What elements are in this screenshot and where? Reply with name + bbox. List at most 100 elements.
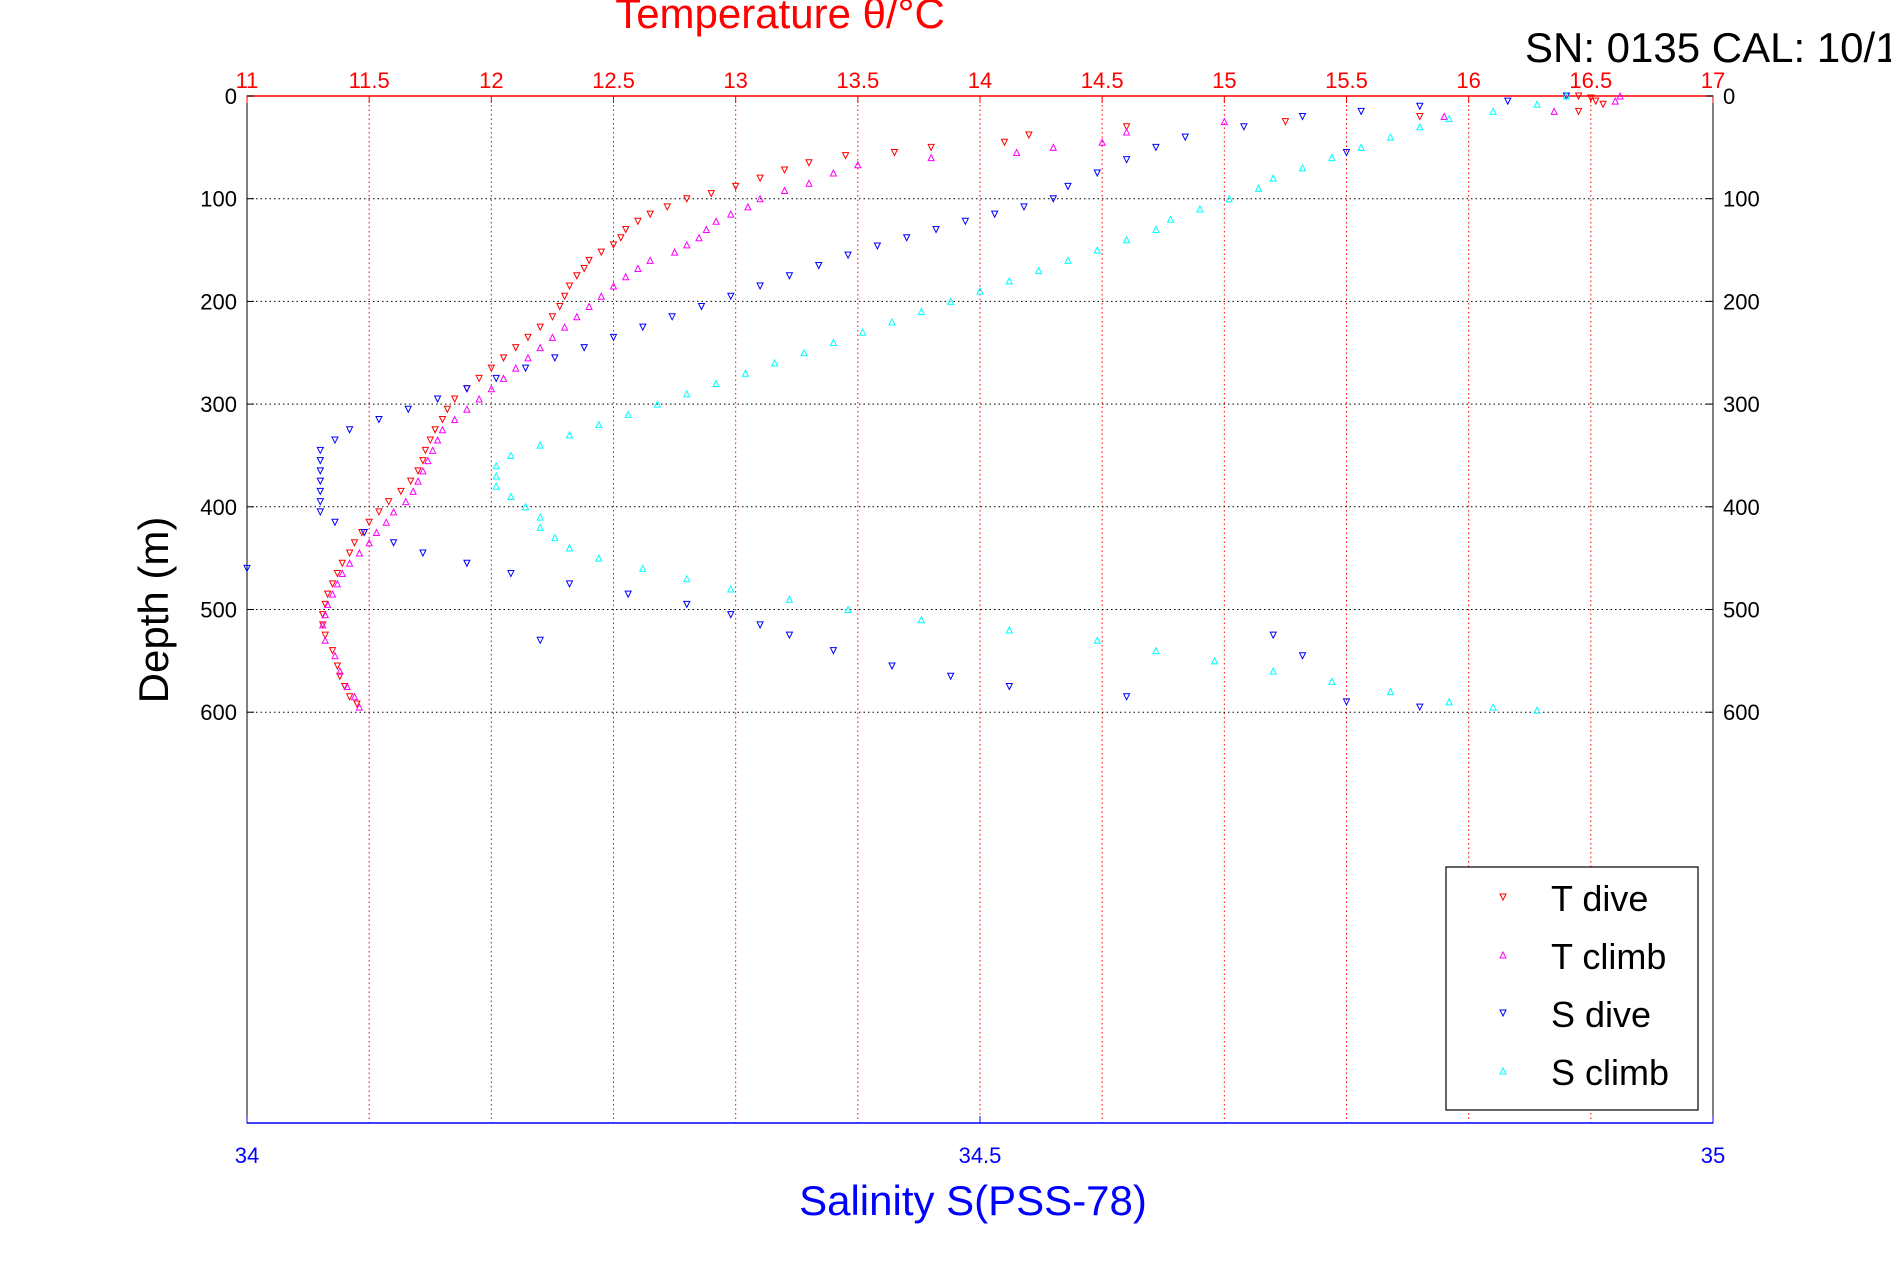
grid bbox=[247, 96, 1713, 1123]
data-point bbox=[785, 595, 794, 603]
data-point bbox=[536, 343, 545, 352]
data-point bbox=[536, 441, 545, 449]
data-point bbox=[805, 159, 813, 167]
data-point bbox=[438, 425, 447, 434]
data-point bbox=[785, 631, 794, 640]
axis-ticks: 11 11.5 12 12.5 13 13.5 14 14.5 15 15.5 16 16.5 170 0… bbox=[200, 68, 1759, 1168]
series-s-dive bbox=[243, 92, 1571, 712]
data-point bbox=[1254, 184, 1263, 192]
y-axis-label: Depth (m) bbox=[130, 517, 177, 704]
data-point bbox=[1196, 204, 1204, 213]
data-point bbox=[345, 549, 354, 558]
data-point bbox=[1269, 174, 1278, 182]
data-point bbox=[634, 264, 642, 273]
data-point bbox=[639, 323, 647, 332]
data-point bbox=[663, 203, 672, 212]
data-point bbox=[1025, 131, 1033, 140]
legend-marker bbox=[1499, 893, 1507, 902]
data-point bbox=[1005, 625, 1014, 634]
data-point bbox=[565, 430, 574, 439]
data-point bbox=[585, 302, 593, 311]
data-point bbox=[1122, 156, 1131, 164]
data-point bbox=[595, 554, 603, 562]
data-point bbox=[1386, 687, 1395, 696]
data-point bbox=[316, 457, 325, 465]
data-point bbox=[328, 589, 337, 598]
data-point bbox=[634, 217, 642, 226]
data-point bbox=[927, 153, 935, 162]
data-point bbox=[1269, 667, 1278, 675]
top-axis-tick-label: 16 bbox=[1456, 68, 1480, 93]
data-point bbox=[431, 426, 439, 434]
data-point bbox=[1574, 92, 1583, 101]
data-point bbox=[331, 436, 339, 445]
data-point bbox=[499, 354, 508, 363]
data-point bbox=[1122, 123, 1131, 131]
data-point bbox=[492, 482, 501, 490]
data-point bbox=[1098, 138, 1106, 146]
data-point bbox=[858, 328, 867, 336]
data-point bbox=[702, 225, 711, 234]
top-axis-tick-label: 11 bbox=[236, 68, 259, 93]
data-point bbox=[707, 190, 716, 198]
data-point bbox=[492, 374, 501, 383]
top-axis-tick-label: 11.5 bbox=[349, 68, 390, 93]
data-point bbox=[433, 395, 442, 404]
data-point bbox=[888, 662, 896, 671]
data-point bbox=[1357, 143, 1365, 151]
top-axis-tick-label: 14.5 bbox=[1081, 68, 1124, 93]
data-point bbox=[433, 435, 442, 444]
data-point bbox=[1611, 97, 1620, 105]
data-point bbox=[555, 303, 564, 311]
bottom-axis-tick-label: 35 bbox=[1701, 1143, 1725, 1168]
data-point bbox=[1298, 652, 1307, 660]
data-point bbox=[336, 667, 344, 675]
data-point bbox=[1415, 102, 1424, 111]
top-axis-tick-label: 16.5 bbox=[1569, 68, 1612, 93]
data-point bbox=[1550, 107, 1558, 115]
data-point bbox=[423, 456, 432, 465]
data-point bbox=[741, 369, 750, 377]
data-point bbox=[573, 312, 581, 321]
data-point bbox=[639, 564, 647, 572]
data-point bbox=[682, 600, 691, 609]
data-point bbox=[548, 333, 557, 341]
data-point bbox=[507, 570, 515, 578]
data-point bbox=[1298, 163, 1307, 172]
data-point bbox=[438, 416, 447, 424]
legend-marker bbox=[1499, 1009, 1507, 1018]
data-point bbox=[536, 323, 545, 332]
data-point bbox=[726, 209, 735, 218]
data-point bbox=[419, 549, 427, 558]
data-point bbox=[1269, 631, 1278, 640]
data-point bbox=[1328, 677, 1336, 685]
data-point bbox=[409, 487, 417, 495]
data-point bbox=[1599, 100, 1607, 109]
data-point bbox=[829, 647, 838, 655]
data-point bbox=[617, 234, 625, 242]
data-point bbox=[414, 467, 422, 475]
top-axis-tick-label: 13 bbox=[723, 68, 747, 93]
data-point bbox=[384, 498, 393, 506]
data-point bbox=[1298, 113, 1307, 121]
data-point bbox=[328, 647, 337, 655]
data-point bbox=[1562, 91, 1571, 100]
data-point bbox=[668, 313, 676, 321]
data-point bbox=[355, 548, 364, 557]
data-point bbox=[682, 574, 691, 583]
data-point bbox=[450, 415, 459, 424]
data-point bbox=[609, 333, 618, 342]
y-axis-tick-label-right: 100 bbox=[1723, 187, 1760, 212]
data-point bbox=[1049, 143, 1058, 151]
data-point bbox=[507, 492, 515, 501]
data-point bbox=[333, 662, 342, 671]
data-point bbox=[585, 256, 593, 265]
data-point bbox=[1445, 697, 1453, 706]
data-point bbox=[917, 615, 926, 624]
legend-label: S dive bbox=[1551, 994, 1651, 1035]
data-point bbox=[1093, 169, 1102, 178]
data-point bbox=[565, 580, 574, 588]
data-point bbox=[990, 210, 999, 219]
data-point bbox=[1240, 123, 1248, 131]
